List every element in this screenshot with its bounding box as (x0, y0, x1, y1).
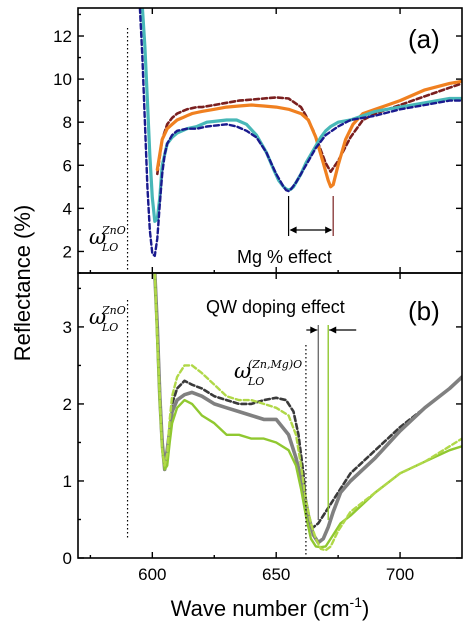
panel-b-frame (77, 272, 463, 559)
zno-superscript: ZnO (101, 304, 126, 317)
mg-effect-label: Mg % effect (237, 247, 332, 267)
panel-b-tag: (b) (408, 296, 440, 326)
panel-b-y-tick-label: 3 (63, 318, 72, 337)
znmgo-lo-label: ω (Zn,Mg)O LO (234, 358, 302, 388)
panel-b-y-tick-label: 0 (63, 549, 72, 568)
zno-lo-label-b: ω ZnO LO (89, 304, 126, 334)
panel-a-tag: (a) (408, 24, 440, 54)
x-axis-title-close: ) (362, 596, 369, 621)
mg-effect-annotation (287, 196, 334, 236)
panel-a-y-tick-label: 6 (63, 156, 72, 175)
znmgo-superscript: (Zn,Mg)O (248, 358, 302, 371)
panel-b-x-tick-label: 600 (138, 565, 166, 584)
x-axis-title-main: Wave number (cm (171, 596, 350, 621)
panel-b-series (153, 273, 462, 552)
panel-a-y-tick-label: 4 (63, 199, 72, 218)
panel-a-x-ticks (89, 8, 401, 273)
qw-effect-annotation (306, 325, 357, 520)
zno-lo-label-a: ω ZnO LO (89, 224, 126, 254)
panel-a-series (138, 8, 462, 257)
x-axis-title: Wave number (cm-1) (171, 594, 370, 621)
panel-b-y-tick-label: 2 (63, 395, 72, 414)
mg-effect-arrowhead-left (289, 226, 297, 234)
omega-symbol: ω (89, 305, 106, 329)
panel-a-series-1 (156, 82, 462, 176)
omega-symbol: ω (89, 225, 106, 249)
x-axis-title-exponent: -1 (350, 594, 363, 610)
panel-a-y-tick-label: 8 (63, 113, 72, 132)
panel-a: 2 4 6 8 10 12 (a) ω ZnO LO Mg % effect (53, 7, 463, 274)
panel-a-y-axis: 2 4 6 8 10 12 (53, 13, 462, 274)
zno-superscript: ZnO (101, 224, 126, 237)
panel-a-y-tick-label: 10 (53, 70, 72, 89)
panel-b-x-tick-label: 700 (386, 565, 414, 584)
qw-arrowhead-left (310, 326, 318, 334)
panel-a-y-tick-label: 12 (53, 27, 72, 46)
qw-arrowhead-right (329, 326, 337, 334)
panel-b-x-axis: 600 650 700 (89, 273, 414, 584)
panel-b-x-tick-label: 650 (262, 565, 290, 584)
omega-symbol: ω (234, 359, 251, 383)
qw-effect-label: QW doping effect (206, 297, 345, 317)
lo-subscript: LO (101, 321, 118, 334)
panel-b: 0 1 2 3 600 650 700 (b) ω ZnO LO ω (Zn,Mg)O L… (63, 272, 463, 584)
panel-a-series-4 (138, 8, 462, 257)
panel-a-frame (77, 7, 463, 274)
lo-subscript: LO (247, 375, 264, 388)
y-axis-title: Reflectance (%) (10, 205, 35, 362)
panel-b-y-tick-label: 1 (63, 472, 72, 491)
panel-a-y-tick-label: 2 (63, 242, 72, 261)
panel-a-series-2 (155, 79, 462, 189)
panel-b-series-4 (153, 273, 462, 552)
mg-effect-arrowhead-right (325, 226, 333, 234)
lo-subscript: LO (101, 241, 118, 254)
panel-b-y-axis: 0 1 2 3 (63, 287, 462, 568)
